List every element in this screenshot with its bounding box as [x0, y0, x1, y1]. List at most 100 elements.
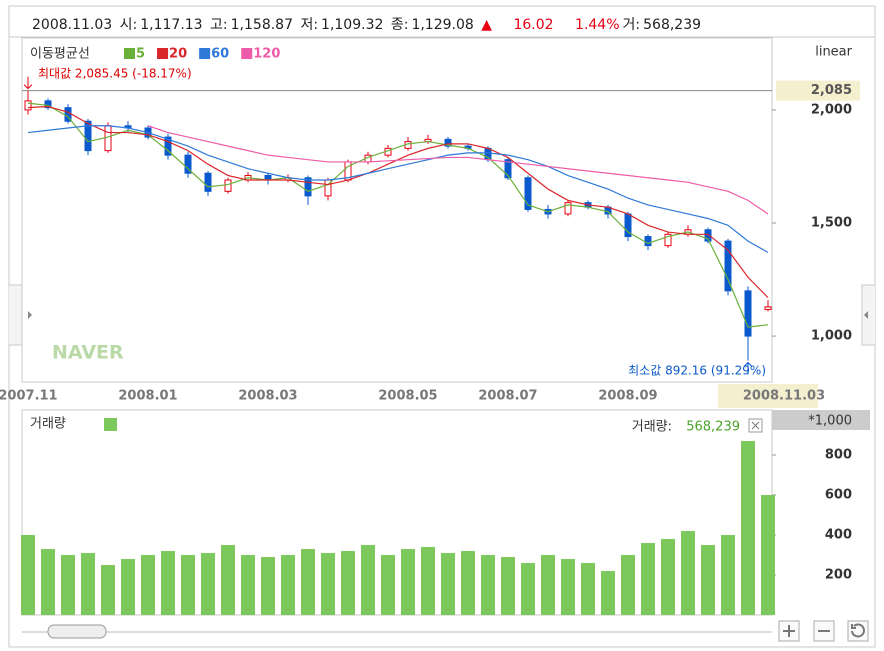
x-tick-label: 2008.07	[478, 389, 537, 404]
x-tick-label: 2008.05	[378, 389, 437, 404]
volume-bar	[741, 441, 755, 615]
date: 2008.11.03	[32, 17, 113, 33]
candle-body	[24, 100, 32, 111]
label: 고:	[210, 17, 228, 33]
ma-line	[27, 125, 769, 253]
legend-title: 이동평균선	[30, 47, 90, 62]
candle-body	[664, 233, 672, 247]
value: 1,109.32	[321, 17, 384, 33]
x-tick-label: 2008.09	[598, 389, 657, 404]
ma-line	[147, 125, 769, 215]
right-tab[interactable]	[861, 284, 875, 346]
price-panel	[21, 37, 773, 383]
candle-body	[44, 100, 52, 109]
left-arrow[interactable]	[28, 311, 32, 319]
change-pct: 1.44%	[575, 17, 620, 33]
label: 종:	[390, 17, 409, 33]
volume-bar	[481, 555, 495, 615]
candle-body	[204, 172, 212, 192]
y-tick-label: 1,500	[811, 216, 852, 231]
legend-swatch	[157, 48, 169, 59]
volume-bar	[201, 553, 215, 615]
volume-bar	[421, 547, 435, 615]
candle-body	[704, 229, 712, 242]
volume-bar	[361, 545, 375, 615]
volume-bar	[561, 559, 575, 615]
volume-bar	[541, 555, 555, 615]
last-label: 거래량:	[632, 420, 672, 435]
value: 1,117.13	[140, 17, 203, 33]
last-date-box	[718, 384, 818, 408]
candle-body	[184, 154, 192, 174]
volume-bar	[701, 545, 715, 615]
volume-bar	[101, 565, 115, 615]
refresh-button[interactable]	[847, 620, 869, 642]
legend-label: 120	[253, 47, 280, 62]
volume-bar	[281, 555, 295, 615]
volume-bar	[61, 555, 75, 615]
candle-body	[764, 306, 772, 311]
arrow: ▲	[481, 17, 493, 33]
volume-bar	[441, 553, 455, 615]
x-tick-label: 2008.01	[118, 389, 177, 404]
ma-line	[27, 102, 769, 328]
x-tick-label: 2008.03	[238, 389, 297, 404]
scroll-thumb[interactable]	[47, 624, 107, 639]
y-tick-label: 600	[825, 488, 852, 503]
y-tick-label: 1,000	[811, 329, 852, 344]
legend-swatch	[199, 48, 211, 59]
candle-body	[444, 138, 452, 147]
volume-bar	[381, 555, 395, 615]
min-annotation: 최소값 892.16 (91.29%)	[628, 364, 766, 378]
close-box[interactable]	[748, 418, 763, 433]
change: 16.02	[513, 17, 554, 33]
volume-bar	[641, 543, 655, 615]
volume-bar	[301, 549, 315, 615]
volume-bar	[581, 563, 595, 615]
volume-bar	[321, 553, 335, 615]
legend-swatch	[124, 48, 135, 59]
volume-bar	[461, 551, 475, 615]
legend-label: 거래량	[30, 417, 66, 432]
volume-bar	[521, 563, 535, 615]
volume-bar	[601, 571, 615, 615]
min-arrow	[743, 361, 753, 375]
candle-body	[724, 240, 732, 292]
right-arrow[interactable]	[864, 311, 868, 319]
volume-bar	[401, 549, 415, 615]
y-tick-label: 200	[825, 568, 852, 583]
zoom-in-button[interactable]	[778, 620, 800, 642]
volume-bar	[221, 545, 235, 615]
label: 거:	[622, 17, 641, 33]
candle-body	[564, 202, 572, 215]
volume-bar	[661, 539, 675, 615]
volume-bar	[181, 555, 195, 615]
value: 568,239	[643, 17, 702, 33]
max-label-box	[776, 80, 860, 101]
max-arrow	[23, 76, 33, 90]
candle-body	[164, 136, 172, 156]
candle-body	[504, 159, 512, 179]
candle-body	[104, 125, 112, 152]
volume-bar	[501, 557, 515, 615]
label: 시:	[119, 17, 138, 33]
volume-bar	[21, 535, 35, 615]
volume-bar	[681, 531, 695, 615]
value: 1,158.87	[230, 17, 293, 33]
legend-label: 5	[136, 47, 145, 62]
volume-bar	[761, 495, 775, 615]
candle-body	[84, 120, 92, 152]
volume-bar	[721, 535, 735, 615]
zoom-out-button[interactable]	[813, 620, 835, 642]
volume-bar	[261, 557, 275, 615]
max-annotation: 최대값 2,085.45 (-18.17%)	[38, 67, 192, 81]
volume-bar	[341, 551, 355, 615]
legend-swatch	[104, 418, 117, 431]
label: 저:	[300, 17, 319, 33]
candle-body	[224, 179, 232, 192]
volume-bar	[241, 555, 255, 615]
legend-label: 20	[169, 47, 187, 62]
left-tab[interactable]	[9, 284, 23, 346]
